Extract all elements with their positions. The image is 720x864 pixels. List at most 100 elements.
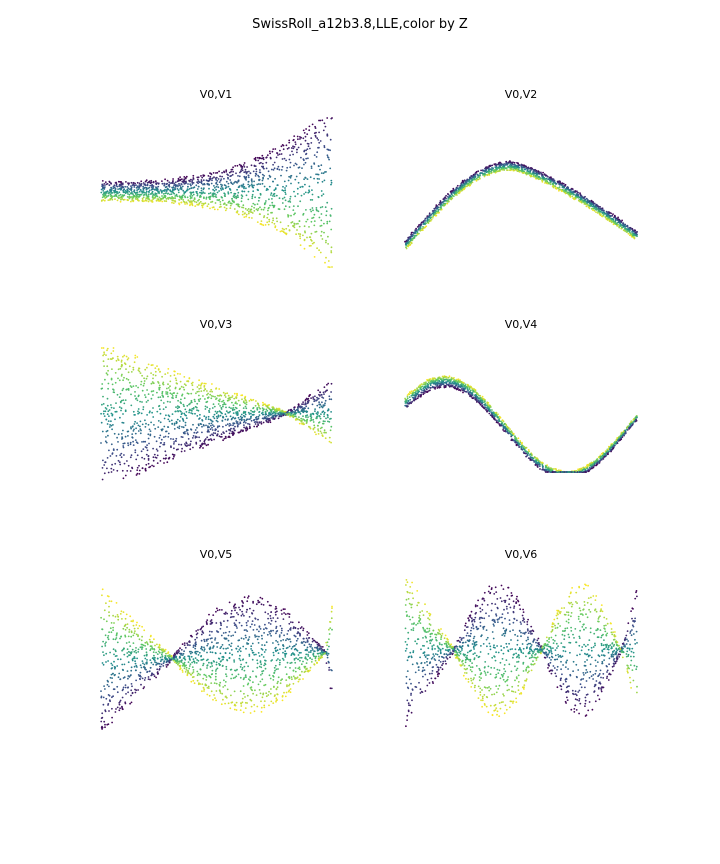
data-point xyxy=(483,175,486,178)
data-point xyxy=(116,199,119,202)
data-point xyxy=(256,408,259,411)
data-point xyxy=(132,194,135,197)
data-point xyxy=(284,187,286,189)
data-point xyxy=(225,437,227,439)
data-point xyxy=(136,469,139,471)
data-point xyxy=(150,181,153,184)
data-point xyxy=(143,457,146,460)
data-point xyxy=(266,187,268,190)
data-point xyxy=(209,393,212,396)
data-point xyxy=(310,220,313,223)
data-point xyxy=(330,246,333,249)
data-point xyxy=(119,200,122,203)
data-point xyxy=(101,199,103,202)
data-point xyxy=(273,418,276,420)
data-point xyxy=(233,408,236,411)
data-point xyxy=(284,412,287,415)
data-point xyxy=(318,216,321,219)
data-point xyxy=(230,418,233,421)
data-point xyxy=(149,433,152,436)
data-point xyxy=(244,207,247,210)
data-point xyxy=(144,396,147,399)
data-point xyxy=(326,222,329,225)
data-point xyxy=(153,194,156,197)
data-point xyxy=(269,410,272,412)
data-point xyxy=(326,133,329,136)
data-point xyxy=(468,176,471,179)
data-point xyxy=(177,410,180,413)
data-point xyxy=(326,135,329,137)
data-point xyxy=(217,186,220,189)
data-point xyxy=(111,383,114,386)
data-point xyxy=(145,187,148,189)
data-point xyxy=(318,131,320,134)
data-point xyxy=(226,173,229,176)
data-point xyxy=(241,430,244,433)
data-point xyxy=(152,447,155,450)
data-point xyxy=(192,446,194,449)
data-point xyxy=(306,133,309,136)
data-point xyxy=(243,426,246,429)
data-point xyxy=(245,172,248,175)
data-point xyxy=(323,179,326,182)
data-point xyxy=(303,159,305,162)
data-point xyxy=(137,386,140,389)
data-point xyxy=(184,196,187,199)
data-point xyxy=(120,409,122,412)
data-point xyxy=(113,391,116,394)
data-point xyxy=(120,363,123,366)
data-point xyxy=(606,211,609,214)
data-point xyxy=(328,436,331,439)
data-point xyxy=(320,230,323,233)
data-point xyxy=(305,128,307,130)
data-point xyxy=(142,194,145,197)
data-point xyxy=(273,195,276,198)
data-point xyxy=(202,395,204,397)
data-point xyxy=(582,199,585,202)
data-point xyxy=(123,454,125,456)
data-point xyxy=(590,207,593,210)
data-point xyxy=(142,408,145,411)
data-point xyxy=(299,412,302,415)
data-point xyxy=(137,408,140,410)
data-point xyxy=(184,408,187,411)
data-point xyxy=(321,206,324,208)
data-point xyxy=(131,433,134,435)
data-point xyxy=(191,183,194,185)
data-point xyxy=(541,180,544,182)
data-point xyxy=(133,190,135,193)
data-point xyxy=(196,402,199,405)
data-point xyxy=(121,436,123,438)
data-point xyxy=(180,188,183,191)
data-point xyxy=(180,198,183,201)
data-point xyxy=(182,386,185,389)
data-point xyxy=(409,236,411,238)
data-point xyxy=(216,410,219,413)
data-point xyxy=(163,200,166,202)
data-point xyxy=(278,415,281,418)
data-point xyxy=(100,191,103,194)
data-point xyxy=(253,180,256,183)
data-point xyxy=(191,179,194,182)
data-point xyxy=(245,194,248,197)
data-point xyxy=(584,202,586,205)
data-point xyxy=(591,205,594,208)
data-point xyxy=(140,193,143,196)
data-point xyxy=(250,183,253,186)
data-point xyxy=(288,147,290,149)
data-point xyxy=(138,190,141,193)
data-point xyxy=(272,206,275,209)
data-point xyxy=(253,184,255,187)
data-point xyxy=(177,189,180,192)
data-point xyxy=(172,191,175,194)
data-point xyxy=(459,190,461,193)
data-point xyxy=(196,203,199,206)
data-point xyxy=(581,201,583,204)
data-point xyxy=(128,193,131,196)
data-point xyxy=(635,232,637,235)
data-point xyxy=(245,419,248,422)
data-point xyxy=(148,411,151,414)
data-point xyxy=(268,220,271,223)
data-point xyxy=(232,200,234,203)
data-point xyxy=(213,438,216,441)
